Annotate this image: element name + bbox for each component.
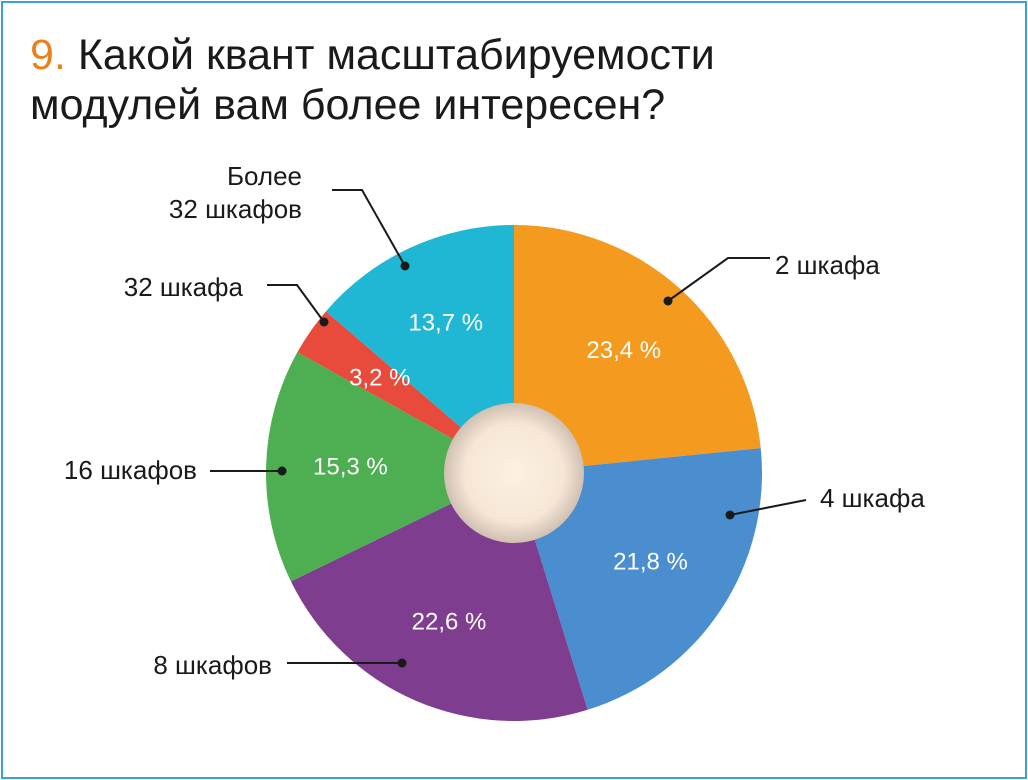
pie-slice	[514, 448, 763, 710]
chart-title: 9. Какой квант масштабируемости модулей …	[30, 30, 810, 130]
donut-hole	[444, 403, 584, 543]
title-text: Какой квант масштабируемости модулей вам…	[30, 31, 715, 129]
category-label: 8 шкафов	[153, 649, 272, 680]
leader-line	[332, 189, 406, 267]
category-label: 16 шкафов	[63, 454, 197, 485]
pie-slice	[266, 352, 514, 582]
leader-line	[667, 257, 770, 302]
leader-dot	[725, 510, 735, 520]
category-label: Более 32 шкафов	[168, 161, 302, 224]
value-label: 23,4 %	[586, 337, 661, 364]
leader-dot	[319, 317, 329, 327]
leader-dot	[277, 466, 287, 476]
pie-slice	[514, 225, 761, 473]
leader-line	[267, 284, 325, 323]
value-label: 22,6 %	[412, 609, 487, 636]
pie-slice	[325, 225, 514, 473]
category-label: 4 шкафа	[820, 482, 925, 513]
leader-line	[729, 499, 807, 516]
category-label: 32 шкафа	[123, 271, 243, 302]
category-label: 2 шкафа	[775, 249, 880, 280]
value-label: 15,3 %	[313, 454, 388, 481]
leader-dot	[400, 261, 410, 271]
value-label: 13,7 %	[408, 310, 483, 337]
leader-dot	[663, 296, 673, 306]
value-label: 21,8 %	[613, 549, 688, 576]
leader-dot	[397, 658, 407, 668]
title-number: 9.	[30, 31, 66, 79]
value-label: 3,2 %	[349, 365, 410, 392]
